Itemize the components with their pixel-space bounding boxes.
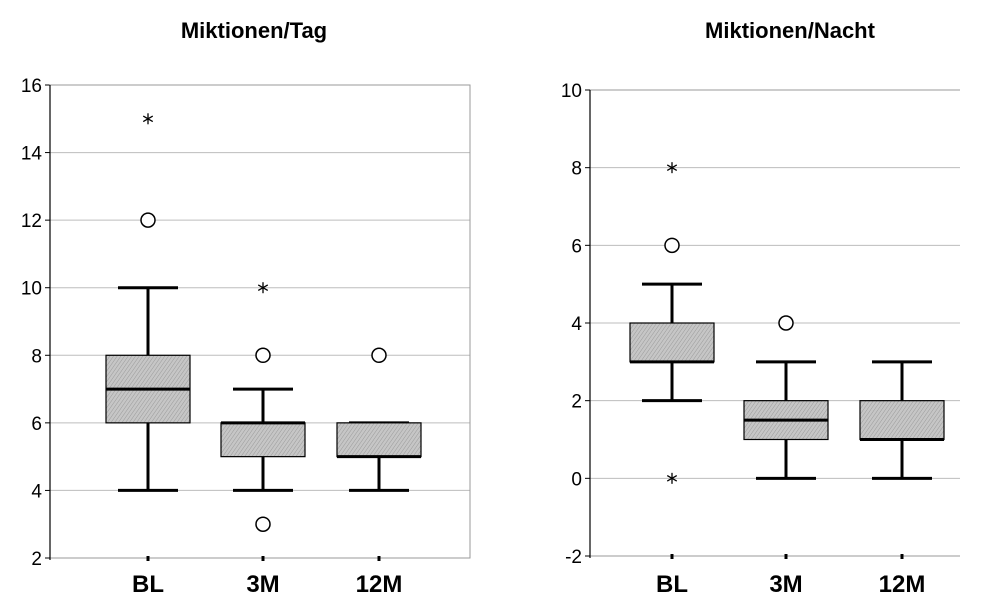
box-iqr (336, 422, 422, 458)
outlier-point (140, 212, 156, 228)
x-category-label: BL (132, 571, 164, 598)
box-iqr (629, 322, 715, 363)
x-category-label: 3M (246, 571, 279, 598)
y-tick-label: 10 (21, 279, 42, 300)
chart-title: Miktionen/Tag (181, 18, 327, 43)
x-category-label: 12M (356, 571, 403, 598)
x-category-label: 12M (879, 571, 926, 598)
extreme-point (666, 162, 678, 174)
plot-frame (49, 84, 471, 559)
y-tick-label: 8 (31, 346, 42, 367)
chart-miktionen-tag: Miktionen/Tag 2 4 6 8 10 12 14 16 BL 3M 12M (21, 18, 471, 598)
extreme-point (666, 472, 678, 484)
y-tick-label: 4 (31, 481, 42, 502)
y-tick-label: 6 (571, 236, 582, 257)
outlier-point (371, 347, 387, 364)
y-tick-label: -2 (565, 547, 582, 568)
extreme-point (142, 113, 154, 125)
y-tick-label: 4 (571, 314, 582, 335)
x-category-label: BL (656, 571, 688, 598)
y-tick-label: 10 (561, 81, 582, 102)
x-category-label: 3M (769, 571, 802, 598)
box-iqr (220, 422, 306, 458)
y-tick-label: 2 (31, 549, 42, 570)
y-tick-label: 14 (21, 144, 43, 165)
y-tick-label: 2 (571, 392, 582, 413)
extreme-point (257, 282, 269, 294)
box-iqr (859, 400, 945, 441)
y-tick-label: 16 (21, 76, 42, 97)
y-tick-label: 8 (571, 159, 582, 180)
outlier-point (255, 516, 271, 532)
y-tick-label: 12 (21, 211, 42, 232)
outlier-point (664, 237, 680, 254)
outlier-point (255, 347, 271, 364)
chart-title: Miktionen/Nacht (705, 18, 876, 43)
y-tick-label: 0 (571, 469, 582, 490)
y-tick-label: 6 (31, 414, 42, 435)
outlier-point (778, 315, 794, 331)
chart-miktionen-nacht: Miktionen/Nacht -2 0 2 4 6 8 10 BL 3M 12M (561, 18, 960, 598)
